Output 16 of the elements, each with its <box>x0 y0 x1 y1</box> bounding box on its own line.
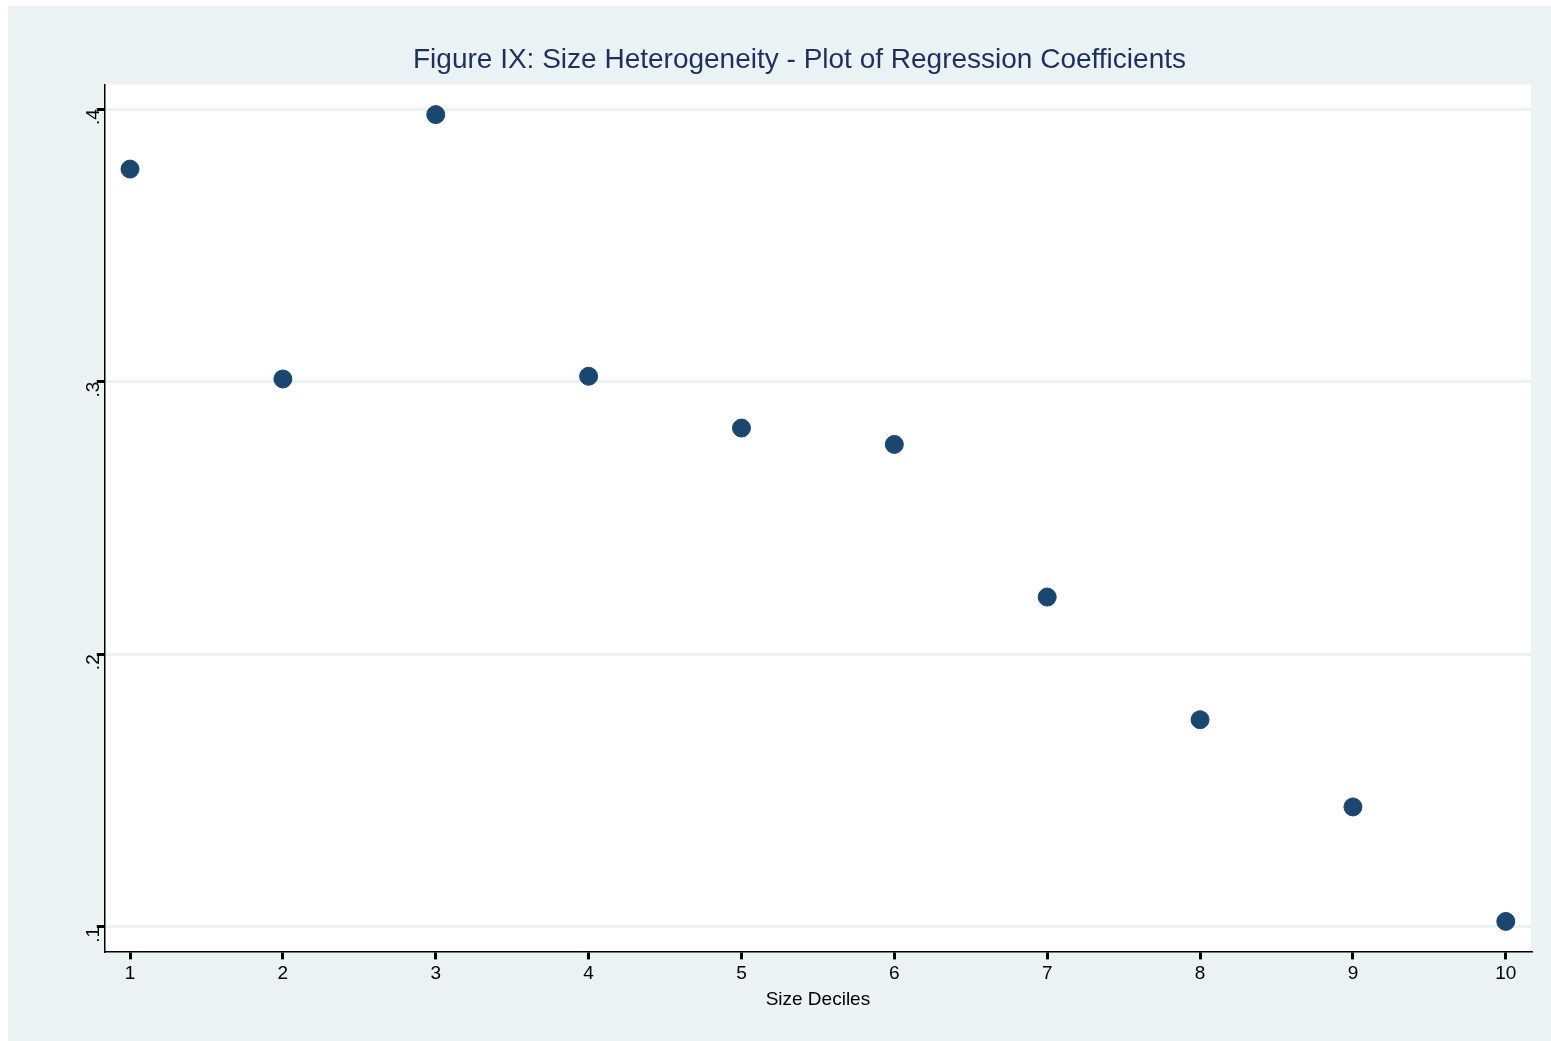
x-tick-label: 9 <box>1347 962 1359 984</box>
x-tick-label: 3 <box>430 962 442 984</box>
x-tick-label: 4 <box>583 962 595 984</box>
x-tick-label: 1 <box>124 962 136 984</box>
x-tick-label: 6 <box>889 962 900 984</box>
chart-title: Figure IX: Size Heterogeneity - Plot of Regression Coefficients <box>413 42 1186 74</box>
y-tick-label: .2 <box>82 654 104 671</box>
x-tick-label: 8 <box>1194 962 1206 984</box>
x-axis-title: Size Deciles <box>765 987 871 1009</box>
y-tick-label: .3 <box>82 381 104 398</box>
x-tick-label: 7 <box>1041 962 1053 984</box>
x-tick-label: 2 <box>277 962 289 984</box>
x-tick-label: 10 <box>1495 962 1517 984</box>
y-tick-label: .1 <box>82 926 104 943</box>
x-tick-label: 5 <box>736 962 747 984</box>
y-tick-label: .4 <box>82 108 104 125</box>
